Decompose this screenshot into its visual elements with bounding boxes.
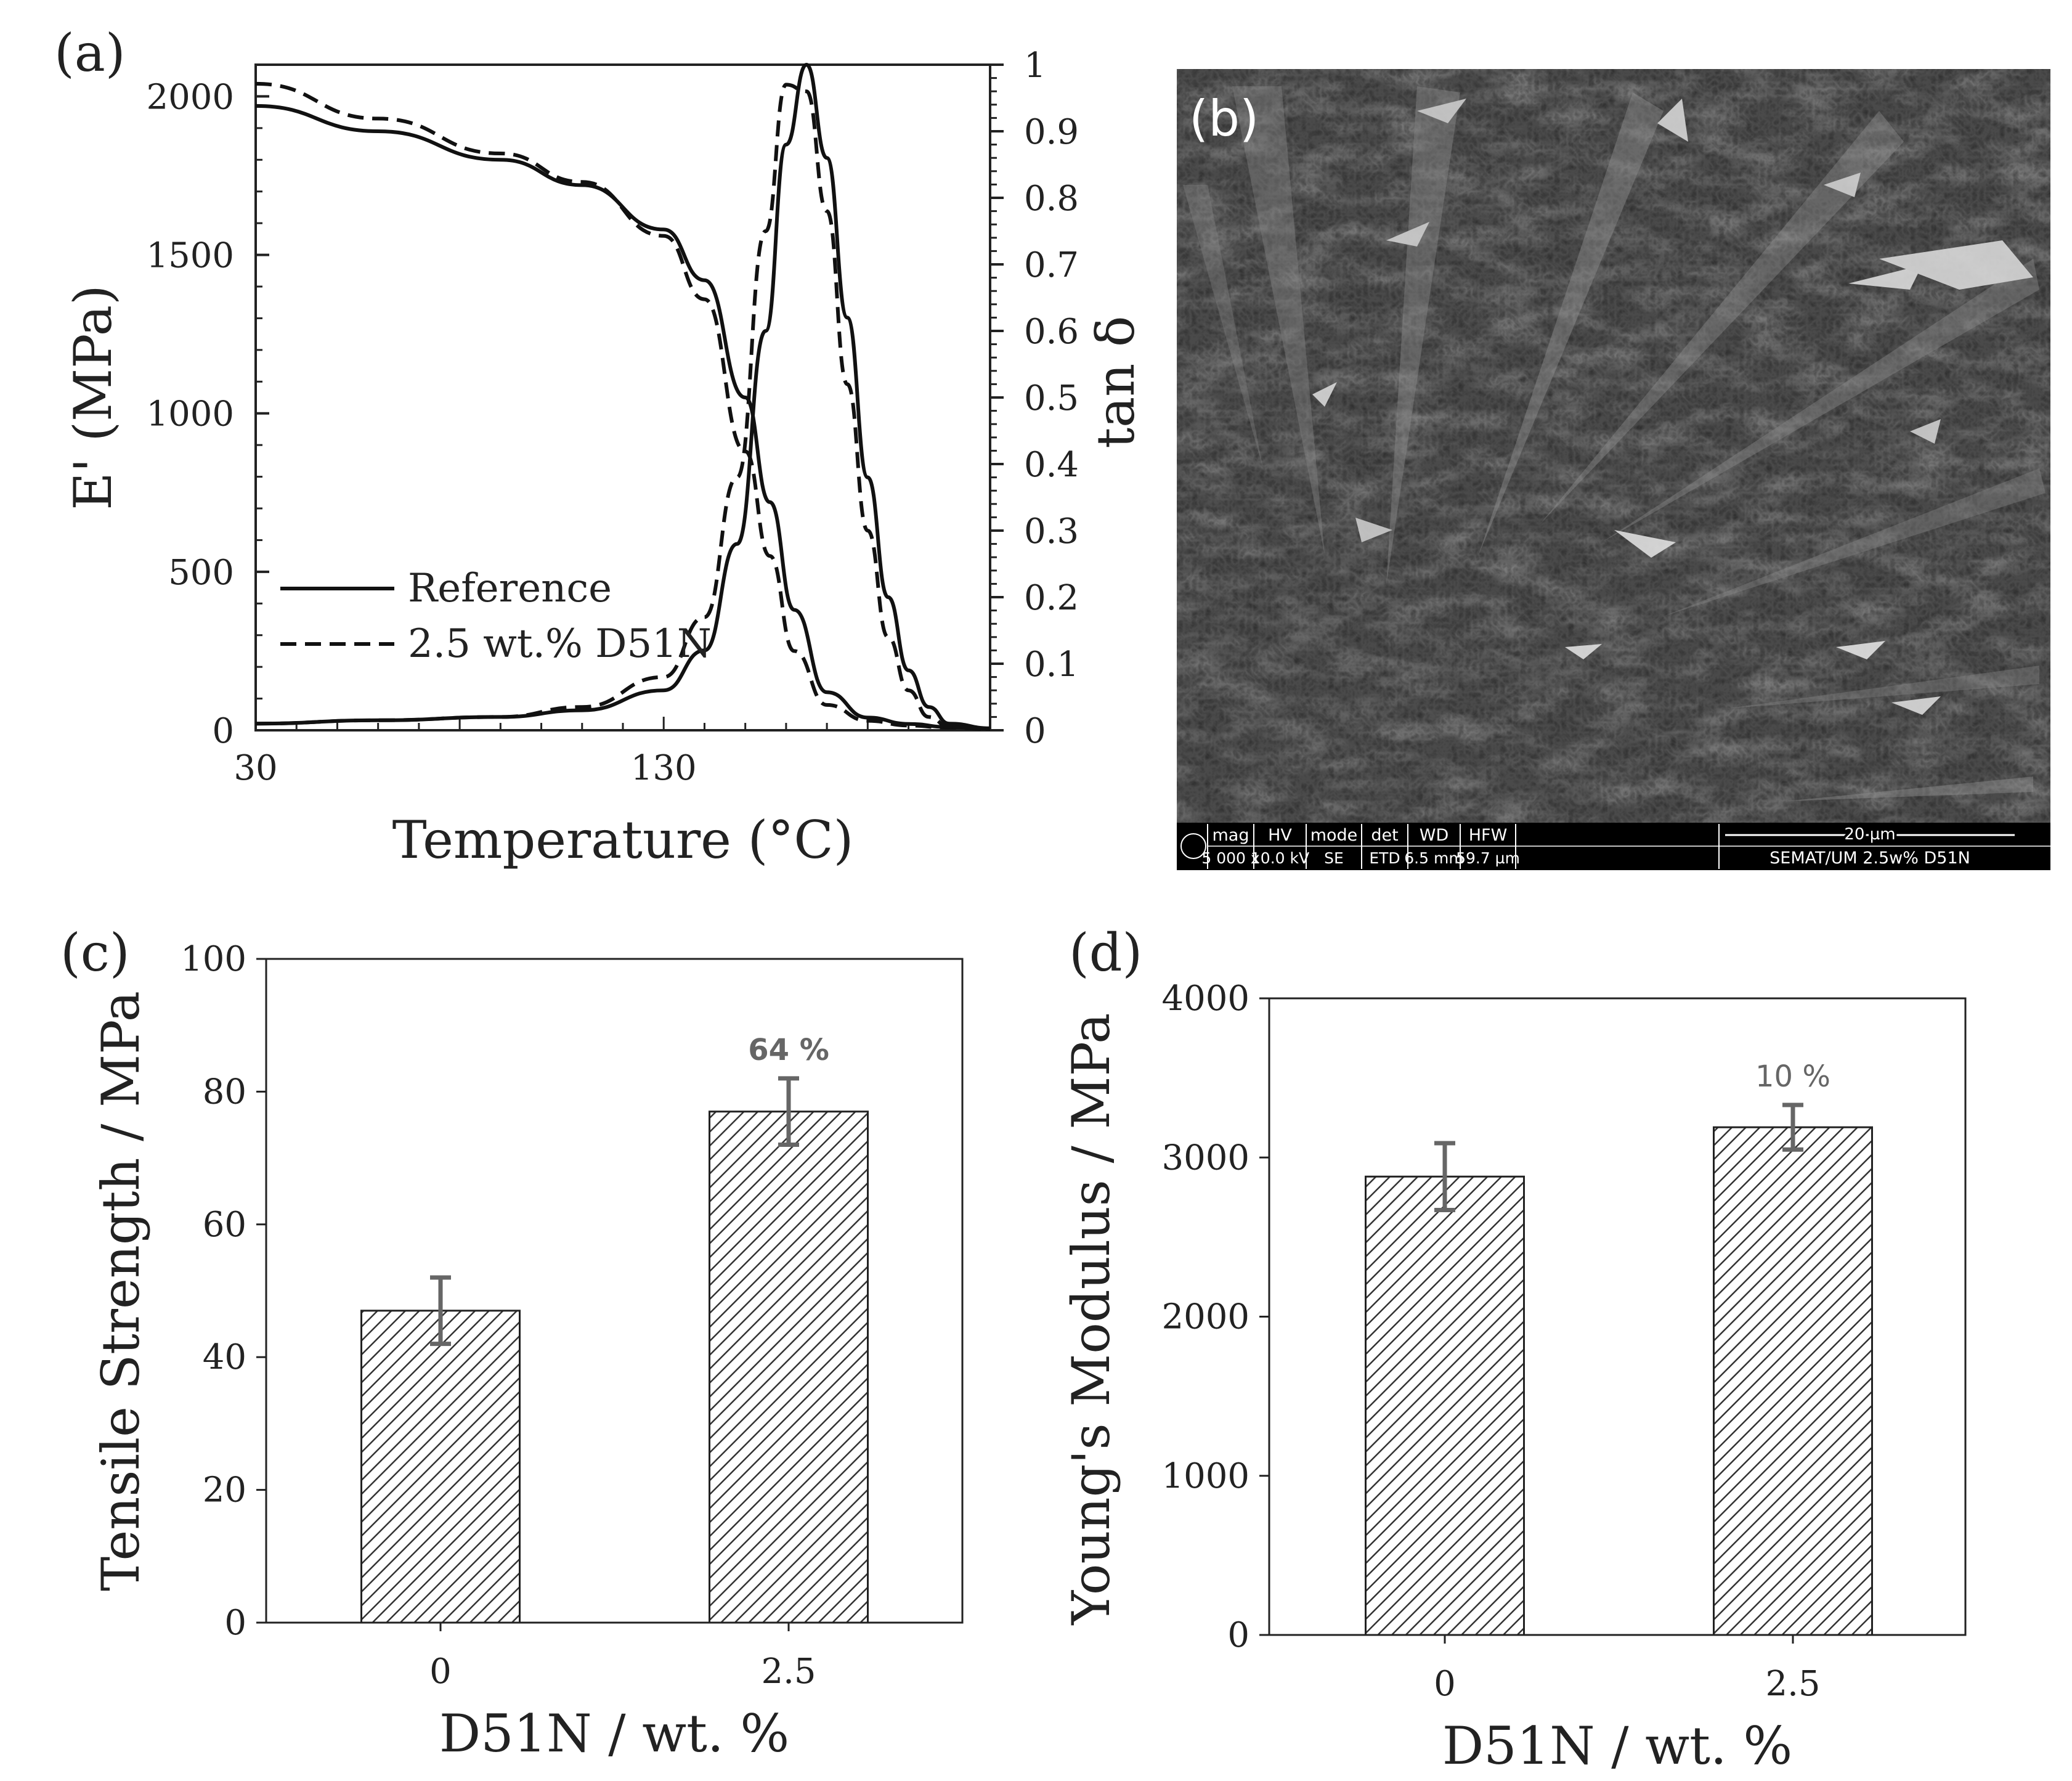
bar-d-0 — [1365, 1175, 1525, 1636]
x-tick-label-a: 130 — [631, 748, 697, 788]
y-tick-label-a: 500 — [168, 553, 234, 593]
y-tick-label-d: 1000 — [1161, 1456, 1249, 1496]
bars-c: 64 % — [360, 1033, 869, 1624]
legend-label-reference: Reference — [408, 566, 612, 611]
sem-logo-icon — [1180, 833, 1206, 859]
sem-value-WD: 6.5 mm — [1404, 849, 1463, 867]
y-tick-label-a: 1000 — [146, 394, 234, 434]
y-tick-label-a: 2000 — [146, 77, 234, 117]
y2-tick-label-a: 0.3 — [1024, 511, 1079, 552]
sem-header-mode: mode — [1310, 826, 1358, 845]
y-tick-label-d: 2000 — [1161, 1297, 1249, 1337]
y-axis-label-a: E' (MPa) — [63, 285, 123, 510]
y-tick-label-d: 4000 — [1161, 979, 1249, 1019]
sem-header-WD: WD — [1420, 826, 1449, 845]
y-tick-labels-a: 0 500 1000 1500 2000 — [146, 77, 234, 751]
sem-value-mag: 5 000 x — [1201, 849, 1259, 867]
y2-tick-label-a: 0.4 — [1024, 445, 1079, 485]
x-tick-label-d: 0 — [1434, 1664, 1456, 1704]
y2-tick-label-a: 0 — [1024, 711, 1046, 751]
y-tick-label-c: 60 — [203, 1205, 246, 1245]
y2-tick-label-a: 0.1 — [1024, 645, 1079, 685]
panel-a-dma-chart: (a) 0 500 1000 1500 2000 0 0.1 0.2 0.3 0.4 0.5 0.6… — [54, 23, 1146, 870]
y-ticks-c: 0 20 40 60 80 100 — [181, 939, 266, 1643]
y-tick-label-c: 20 — [203, 1470, 246, 1510]
x-tick-label-d: 2.5 — [1765, 1664, 1820, 1704]
bar-d-1 — [1713, 1126, 1873, 1636]
y-tick-label-d: 0 — [1227, 1615, 1249, 1655]
y2-tick-label-a: 0.2 — [1024, 578, 1079, 618]
bar-c-0 — [360, 1310, 521, 1624]
sem-header-HFW: HFW — [1469, 826, 1508, 845]
y2-tick-label-a: 0.9 — [1024, 112, 1079, 152]
y-tick-label-c: 80 — [203, 1072, 246, 1112]
y-axis-label-c: Tensile Strength / MPa — [91, 991, 151, 1591]
increase-annotation-c: 64 % — [748, 1033, 829, 1067]
panel-a-label: (a) — [54, 23, 126, 83]
storage-modulus-line-reference — [255, 104, 991, 731]
sem-header-det: det — [1371, 826, 1398, 845]
y2-tick-labels-a: 0 0.1 0.2 0.3 0.4 0.5 0.6 0.7 0.8 0.9 1 — [1024, 46, 1079, 751]
y-ticks-d: 0 1000 2000 3000 4000 — [1161, 979, 1269, 1655]
legend-label-d51n: 2.5 wt.% D51N — [408, 621, 712, 667]
x-tick-label-c: 2.5 — [761, 1652, 816, 1692]
x-tick-labels-d: 0 2.5 — [1434, 1635, 1821, 1704]
y-tick-label-d: 3000 — [1161, 1138, 1249, 1178]
increase-annotation-d: 10 % — [1755, 1059, 1830, 1094]
x-axis-label-a: Temperature (°C) — [392, 810, 854, 870]
y-tick-label-c: 100 — [181, 939, 246, 979]
bar-c-1 — [709, 1111, 869, 1624]
sem-value-mode: SE — [1324, 849, 1344, 867]
x-tick-labels-c: 0 2.5 — [429, 1623, 816, 1692]
y2-tick-label-a: 0.7 — [1024, 245, 1079, 285]
tick-marks-a — [256, 63, 1004, 732]
panel-c-label: (c) — [60, 923, 130, 983]
tan-delta-line-d51n — [255, 83, 991, 731]
plot-frame-c — [265, 958, 964, 1624]
series-lines-a — [255, 62, 991, 731]
legend-a: Reference 2.5 wt.% D51N — [280, 566, 712, 667]
storage-modulus-line-d51n — [255, 81, 991, 731]
sem-value-HV: 10.0 kV — [1251, 849, 1309, 867]
panel-b-label: (b) — [1189, 90, 1259, 147]
x-axis-label-c: D51N / wt. % — [439, 1703, 789, 1764]
tan-delta-line-reference — [255, 62, 991, 730]
y-tick-label-c: 40 — [203, 1337, 246, 1377]
y2-tick-label-a: 0.5 — [1024, 378, 1079, 418]
y2-tick-label-a: 1 — [1024, 46, 1046, 86]
y2-tick-label-a: 0.8 — [1024, 179, 1079, 219]
y2-axis-label-a: tan δ — [1086, 316, 1146, 448]
y-tick-label-a: 0 — [212, 711, 234, 751]
sem-header-HV: HV — [1268, 826, 1292, 845]
panel-d-label: (d) — [1069, 923, 1142, 983]
bars-d: 10 % — [1365, 1059, 1873, 1636]
sem-fine-texture — [1177, 69, 2050, 870]
y2-tick-label-a: 0.6 — [1024, 312, 1079, 352]
x-tick-labels-a: 30 130 — [234, 748, 696, 788]
x-axis-label-d: D51N / wt. % — [1442, 1716, 1792, 1776]
sem-fracture-features — [1183, 86, 2046, 801]
sem-value-det: ETD — [1369, 849, 1400, 867]
x-tick-label-a: 30 — [234, 748, 277, 788]
sem-header-mag: mag — [1213, 826, 1249, 845]
sem-scale-label: 20 µm — [1844, 825, 1895, 844]
y-tick-label-c: 0 — [224, 1603, 246, 1643]
sem-caption: SEMAT/UM 2.5w% D51N — [1769, 849, 1970, 868]
y-tick-label-a: 1500 — [146, 236, 234, 276]
x-tick-label-c: 0 — [429, 1652, 452, 1692]
sem-value-HFW: 59.7 µm — [1456, 849, 1520, 867]
y-axis-label-d: Young's Modulus / MPa — [1061, 1013, 1121, 1626]
